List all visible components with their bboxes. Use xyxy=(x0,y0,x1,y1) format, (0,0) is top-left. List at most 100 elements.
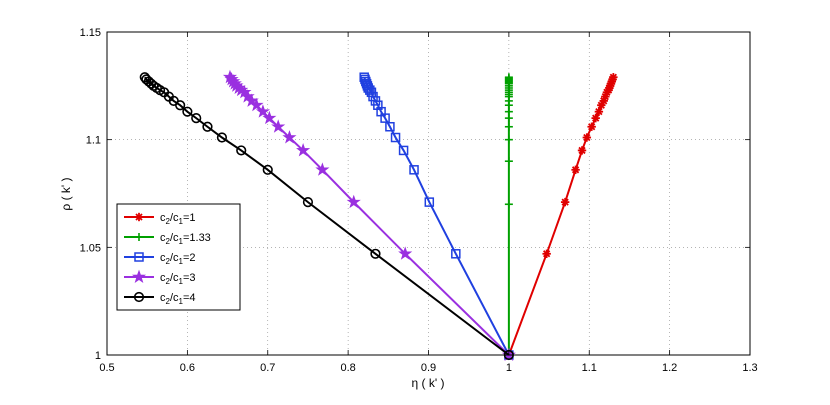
legend-label-part: 2 xyxy=(166,277,171,286)
axis-ticks: 0.5 0.6 0.7 0.8 0.9 1 1.1 1.2 1.3 1 1.05 1.1 1.15 xyxy=(80,27,758,374)
marker-shape xyxy=(360,74,370,85)
data-point xyxy=(577,146,587,155)
data-point xyxy=(182,106,193,117)
data-point xyxy=(296,143,311,157)
y-tick-label: 1.15 xyxy=(80,27,101,39)
data-point xyxy=(609,73,618,82)
marker-shape xyxy=(222,69,238,84)
x-tick-label: 0.9 xyxy=(421,362,436,374)
legend-label-part: 2 xyxy=(166,297,171,306)
legend-label-part: /c xyxy=(170,272,179,284)
legend-marker xyxy=(134,252,144,262)
legend-label-part: =1 xyxy=(183,212,196,224)
data-point xyxy=(255,104,270,118)
marker-stroke xyxy=(595,108,603,116)
marker-shape xyxy=(385,121,395,132)
data-point xyxy=(587,122,596,131)
marker-shape xyxy=(191,113,202,124)
x-axis-label: η ( k' ) xyxy=(412,376,445,390)
legend-label: c2/c1=3 xyxy=(160,272,196,286)
x-tick-label: 1.1 xyxy=(582,362,597,374)
marker-shape xyxy=(424,197,435,207)
legend-label-part: 1 xyxy=(179,217,184,226)
legend-label-part: c xyxy=(160,212,166,224)
marker-shape xyxy=(370,248,381,259)
data-point xyxy=(271,119,286,133)
marker-shape xyxy=(262,110,277,125)
legend-entry: c2/c1=2 xyxy=(124,252,196,266)
series-4 xyxy=(222,69,516,361)
marker-shape xyxy=(134,252,144,262)
data-point xyxy=(191,113,202,124)
marker-stroke xyxy=(583,133,591,142)
x-tick-label: 1.2 xyxy=(662,362,677,374)
data-point xyxy=(504,200,513,209)
data-point xyxy=(398,145,409,156)
marker-stroke xyxy=(578,146,586,155)
legend-marker xyxy=(133,291,145,303)
x-tick-label: 0.8 xyxy=(340,362,355,374)
legend-label: c2/c1=4 xyxy=(160,292,196,306)
marker-stroke xyxy=(588,123,596,131)
marker-shape xyxy=(315,162,330,176)
data-point xyxy=(370,248,381,259)
marker-shape xyxy=(398,246,413,260)
legend-label-part: =4 xyxy=(183,292,196,304)
data-point xyxy=(390,132,401,143)
marker-shape xyxy=(296,143,311,157)
y-tick-label: 1.05 xyxy=(80,242,101,254)
marker-shape xyxy=(262,164,273,175)
data-point xyxy=(504,157,513,166)
series-2 xyxy=(504,73,513,359)
data-point xyxy=(542,249,551,258)
marker-shape xyxy=(131,269,147,283)
marker-stroke xyxy=(561,198,569,206)
marker-shape xyxy=(133,291,145,303)
legend-label: c2/c1=2 xyxy=(160,252,196,266)
marker-shape xyxy=(398,145,409,156)
marker-shape xyxy=(182,106,193,117)
legend-label-part: =3 xyxy=(183,272,196,284)
data-point xyxy=(504,73,513,82)
marker-shape xyxy=(236,145,247,156)
legend-label-part: 2 xyxy=(166,217,171,226)
marker-shape xyxy=(282,130,297,144)
data-point xyxy=(236,145,247,156)
data-point xyxy=(451,249,461,259)
data-point xyxy=(376,106,386,117)
legend-label-part: /c xyxy=(170,212,179,224)
legend-marker xyxy=(134,212,144,222)
x-tick-label: 0.5 xyxy=(99,362,114,374)
legend-marker xyxy=(131,269,147,283)
marker-shape xyxy=(141,74,152,85)
x-tick-label: 0.6 xyxy=(180,362,195,374)
data-point xyxy=(216,132,228,143)
legend-label-part: =2 xyxy=(183,252,196,264)
legend-label-part: /c xyxy=(170,232,179,244)
data-point xyxy=(594,107,604,116)
legend-label-part: 1 xyxy=(179,297,184,306)
series-3 xyxy=(359,72,514,360)
legend-label-part: /c xyxy=(170,292,179,304)
marker-shape xyxy=(271,119,286,133)
legend-label-part: c xyxy=(160,292,166,304)
series-layer xyxy=(139,69,618,361)
marker-shape xyxy=(302,197,314,208)
legend-entry: c2/c1=4 xyxy=(124,291,196,306)
marker-shape xyxy=(139,72,150,83)
data-point xyxy=(222,69,238,84)
y-tick-label: 1.1 xyxy=(86,135,101,147)
data-point xyxy=(504,122,513,131)
data-point xyxy=(202,121,213,132)
data-point xyxy=(315,162,330,176)
series-1 xyxy=(504,73,618,360)
marker-stroke xyxy=(571,166,580,174)
marker-shape xyxy=(255,104,270,118)
legend-label-part: c xyxy=(160,252,166,264)
data-point xyxy=(139,72,150,83)
marker-shape xyxy=(216,132,228,143)
legend-label-part: 2 xyxy=(166,237,171,246)
